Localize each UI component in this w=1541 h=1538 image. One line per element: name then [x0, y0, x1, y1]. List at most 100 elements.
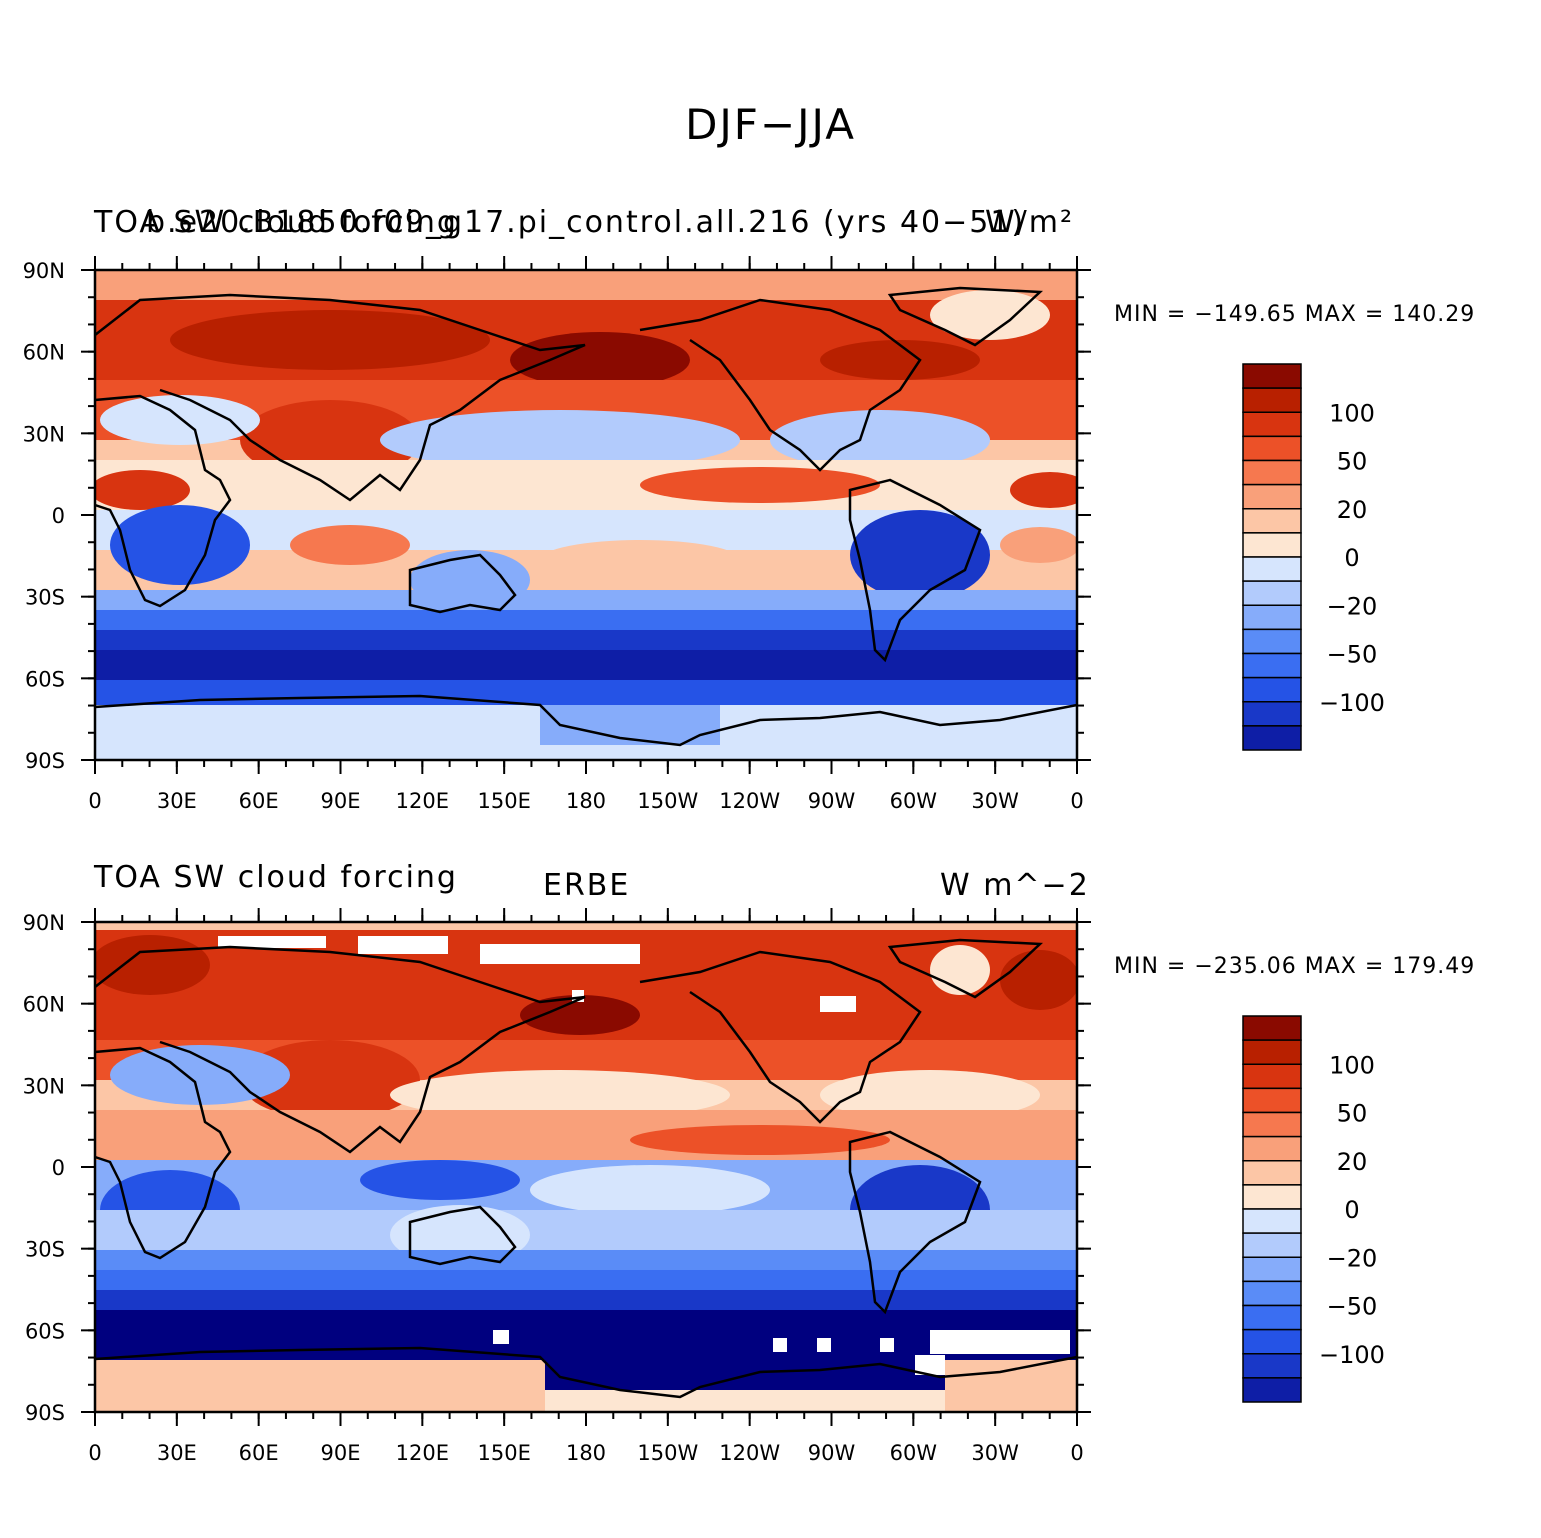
- colorbar-swatch: [1242, 1256, 1302, 1283]
- colorbar-swatch: [1242, 676, 1302, 703]
- panel2-case-label: ERBE: [543, 868, 631, 903]
- lon-tick-label: 0: [1070, 1441, 1083, 1465]
- colorbar-label: 50: [1337, 1100, 1368, 1128]
- colorbar-label: −100: [1319, 689, 1385, 717]
- colorbar-swatch: [1242, 1184, 1302, 1210]
- lon-tick-label: 30E: [157, 1441, 197, 1465]
- lat-tick-label: 30N: [23, 422, 65, 446]
- panel1-minmax: MIN = −149.65 MAX = 140.29: [1114, 302, 1476, 327]
- lon-tick-label: 60E: [239, 789, 279, 813]
- colorbar-swatch: [1242, 387, 1302, 413]
- colorbar-swatch: [1242, 459, 1302, 486]
- colorbar-label: 0: [1344, 544, 1359, 572]
- lon-tick-label: 60E: [239, 1441, 279, 1465]
- colorbar-swatch: [1242, 1208, 1302, 1234]
- lon-tick-label: 30E: [157, 789, 197, 813]
- lon-tick-label: 120E: [396, 1441, 449, 1465]
- colorbar-swatch: [1242, 1111, 1302, 1138]
- coast-eurasia: [94, 293, 586, 502]
- lon-tick-label: 150W: [637, 789, 698, 813]
- colorbar-label: 100: [1329, 1051, 1375, 1079]
- colorbar-swatch: [1242, 725, 1302, 751]
- panel1-case-label: b.e20.B1850.f09_g17.pi_control.all.216 (…: [146, 205, 1026, 240]
- colorbar-swatch: [1242, 1232, 1302, 1258]
- lon-tick-label: 90E: [321, 789, 361, 813]
- coastline-outlines: [94, 286, 1078, 747]
- lat-tick-label: 60N: [23, 993, 65, 1017]
- lon-tick-label: 30W: [971, 789, 1019, 813]
- lon-tick-label: 0: [1070, 789, 1083, 813]
- colorbar-swatch: [1242, 1160, 1302, 1186]
- lat-tick-label: 0: [52, 1156, 65, 1180]
- panel1-units-label: W/m²: [985, 205, 1075, 240]
- panel2-minmax: MIN = −235.06 MAX = 179.49: [1114, 954, 1476, 979]
- coast-australia: [408, 553, 517, 614]
- colorbar-swatch: [1242, 1328, 1302, 1355]
- lat-tick-label: 60S: [25, 667, 65, 691]
- lat-tick-label: 90N: [23, 259, 65, 283]
- lon-tick-label: 90W: [808, 789, 856, 813]
- lat-tick-label: 90S: [25, 1401, 65, 1425]
- lon-tick-label: 150E: [477, 1441, 530, 1465]
- coast-antarctica: [94, 694, 1078, 747]
- coast-greenland: [887, 286, 1044, 347]
- lon-tick-label: 0: [88, 789, 101, 813]
- colorbar-swatch: [1242, 411, 1302, 438]
- lat-tick-label: 90N: [23, 911, 65, 935]
- lat-tick-label: 30S: [25, 586, 65, 610]
- lon-tick-label: 150E: [477, 789, 530, 813]
- colorbar-swatch: [1242, 1039, 1302, 1065]
- axis-tick-labels: 90N 60N 30N 0 30S 60S 90S 0 30E 60E 90E 120E 150E 180…: [23, 259, 1084, 1465]
- coast-north-america: [639, 298, 922, 472]
- lat-tick-label: 30S: [25, 1238, 65, 1262]
- lon-tick-label: 30W: [971, 1441, 1019, 1465]
- coast-south-america: [848, 478, 982, 663]
- lat-tick-label: 60S: [25, 1319, 65, 1343]
- colorbar-label: 50: [1337, 448, 1368, 476]
- lat-tick-label: 30N: [23, 1074, 65, 1098]
- colorbar-swatch: [1242, 1087, 1302, 1114]
- colorbar-swatch: [1242, 628, 1302, 655]
- figure-title: DJF−JJA: [685, 100, 856, 149]
- lon-tick-label: 60W: [890, 1441, 938, 1465]
- colorbar-label: 100: [1329, 399, 1375, 427]
- colorbar-swatch: [1242, 580, 1302, 606]
- colorbar-swatch: [1242, 1353, 1302, 1379]
- colorbar-label: −50: [1327, 1293, 1378, 1321]
- panel1-variable-label: TOA SW cloud forcing: [94, 205, 458, 240]
- colorbar-swatch: [1242, 652, 1302, 679]
- colorbar-swatch: [1242, 483, 1302, 510]
- colorbar-swatch: [1242, 1377, 1302, 1403]
- panel2-variable-label: TOA SW cloud forcing: [94, 860, 458, 895]
- lon-tick-label: 60W: [890, 789, 938, 813]
- lon-tick-label: 150W: [637, 1441, 698, 1465]
- panel2-map: [95, 922, 1077, 1412]
- colorbar-swatch: [1242, 363, 1302, 389]
- colorbar-swatch: [1242, 1063, 1302, 1090]
- colorbars: 100 50 20 0 −20 −50 −100 100 50 20 0 −20 −50 −100: [1242, 363, 1385, 1403]
- lon-tick-label: 90E: [321, 1441, 361, 1465]
- colorbar-label: 20: [1337, 496, 1368, 524]
- colorbar-swatch: [1242, 435, 1302, 462]
- axis-ticks: [81, 256, 1091, 1426]
- colorbar-swatch: [1242, 1280, 1302, 1307]
- lat-tick-label: 60N: [23, 341, 65, 365]
- colorbar-swatch: [1242, 701, 1302, 727]
- lon-tick-label: 120E: [396, 789, 449, 813]
- coast-africa: [94, 394, 232, 608]
- lon-tick-label: 180: [566, 789, 606, 813]
- colorbar-label: −100: [1319, 1341, 1385, 1369]
- lat-tick-label: 90S: [25, 749, 65, 773]
- lon-tick-label: 0: [88, 1441, 101, 1465]
- panel2-units-label: W m^−2: [940, 868, 1090, 903]
- colorbar-label: 20: [1337, 1148, 1368, 1176]
- lon-tick-label: 180: [566, 1441, 606, 1465]
- panel1-map: [95, 270, 1077, 760]
- lon-tick-label: 120W: [719, 1441, 780, 1465]
- lon-tick-label: 120W: [719, 789, 780, 813]
- colorbar-swatch: [1242, 508, 1302, 534]
- colorbar-swatch: [1242, 1304, 1302, 1331]
- lon-tick-label: 90W: [808, 1441, 856, 1465]
- colorbar-label: 0: [1344, 1196, 1359, 1224]
